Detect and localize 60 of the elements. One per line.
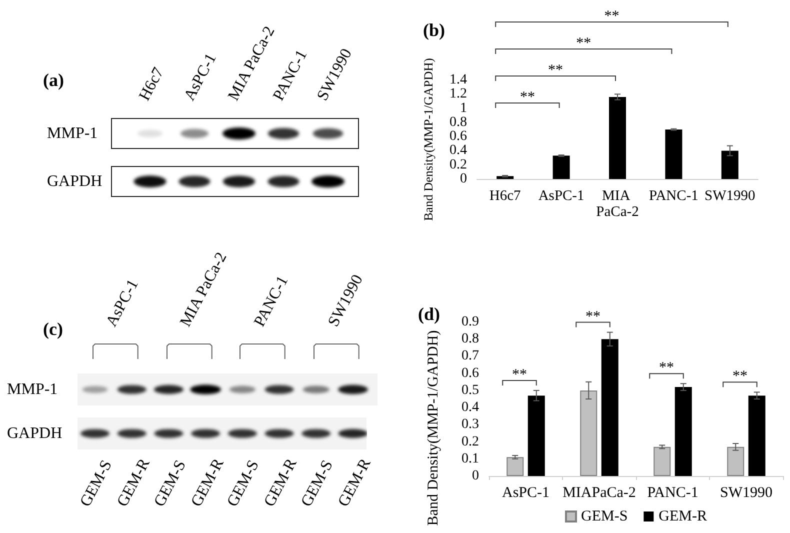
category-label: H6c7: [136, 64, 168, 104]
bar: [654, 446, 671, 476]
x-tick-label: PANC-1: [647, 485, 698, 501]
bar: [528, 396, 545, 476]
y-tick-label: 0: [460, 172, 467, 186]
y-tick-label: 0.2: [462, 434, 479, 450]
y-tick-label: 0.9: [462, 314, 479, 330]
bar: [601, 339, 618, 476]
x-tick-label: MIA PaCa-2: [596, 188, 639, 220]
x-tick-label: SW1990: [704, 188, 756, 204]
y-tick-label: 0.6: [450, 129, 467, 144]
text: **: [576, 36, 592, 52]
category-label: GAPDH: [47, 172, 102, 190]
x-tick-label: SW1990: [720, 485, 772, 501]
x-tick-label: AsPC-1: [502, 485, 550, 501]
y-tick-label: 1.4: [450, 72, 467, 88]
text: (c): [43, 319, 63, 339]
category-label: MMP-1: [47, 124, 98, 142]
x-tick-label: H6c7: [489, 188, 521, 204]
text: **: [604, 8, 620, 24]
chart-title: (b): [423, 20, 446, 40]
annotation: **: [520, 90, 535, 106]
y-tick-label: 1: [460, 100, 467, 116]
y-tick-label: 0.6: [462, 366, 479, 381]
bar: [506, 457, 524, 476]
legend-label: GEM-R: [658, 508, 708, 524]
y-tick-label: 0.8: [450, 114, 467, 130]
bar: [748, 396, 766, 476]
bar: [552, 156, 570, 179]
y-tick-label: 0.3: [462, 417, 479, 432]
annotation: **: [659, 360, 674, 376]
category-label: GAPDH: [7, 424, 62, 442]
y-tick-label: 1.2: [450, 86, 467, 102]
y-tick-label: 0.7: [462, 348, 479, 364]
y-tick-label: 0.5: [462, 382, 479, 398]
y-axis-title: Band Density(MMP-1/GAPDH): [426, 330, 442, 526]
bar: [609, 96, 626, 179]
x-tick-label: AsPC-1: [538, 188, 584, 204]
y-tick-label: 0.2: [450, 157, 467, 172]
category-label: MMP-1: [7, 380, 58, 398]
chart-title: (d): [418, 304, 440, 324]
text: **: [548, 62, 564, 78]
annotation: **: [586, 308, 600, 325]
annotation: **: [732, 368, 748, 385]
y-tick-label: 0: [472, 468, 479, 484]
y-tick-label: 0.4: [450, 143, 467, 158]
y-axis-title: Band Density(MMP-1/GAPDH): [422, 58, 436, 221]
bar: [580, 390, 598, 476]
y-tick-label: 0.4: [462, 400, 479, 416]
annotation: **: [512, 366, 527, 383]
x-tick-label: MIAPaCa-2: [562, 485, 636, 501]
y-tick-label: 0.8: [462, 332, 479, 347]
text: (a): [43, 70, 64, 90]
bar: [721, 150, 738, 179]
legend-label: GEM-S: [581, 508, 628, 524]
bar: [665, 130, 682, 179]
bar: [674, 387, 692, 476]
x-tick-label: PANC-1: [648, 188, 698, 204]
y-tick-label: 0.1: [462, 451, 479, 466]
bar: [727, 446, 744, 476]
